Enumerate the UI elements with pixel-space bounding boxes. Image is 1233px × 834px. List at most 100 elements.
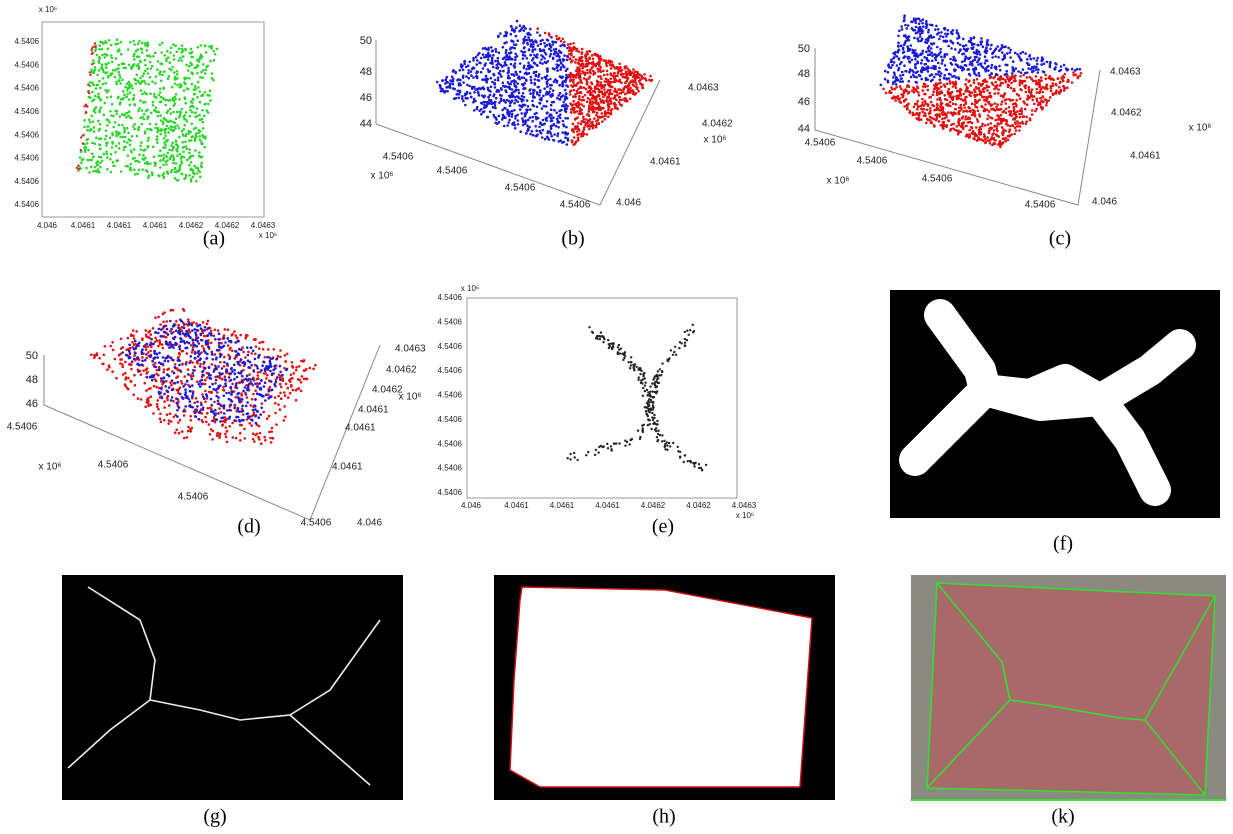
point <box>133 148 136 151</box>
point <box>541 77 544 80</box>
point <box>1033 65 1036 68</box>
point <box>900 25 903 28</box>
point <box>265 377 268 380</box>
point <box>238 381 241 384</box>
point <box>597 87 600 90</box>
point <box>112 126 115 129</box>
point <box>497 60 500 63</box>
point <box>204 383 207 386</box>
point <box>990 67 993 70</box>
point <box>578 73 581 76</box>
point <box>990 138 993 141</box>
point <box>968 107 971 110</box>
point <box>996 84 999 87</box>
point <box>206 397 209 400</box>
point <box>609 60 612 63</box>
point <box>1032 70 1035 73</box>
point <box>128 98 131 101</box>
point <box>514 124 517 127</box>
point <box>954 69 957 72</box>
point <box>178 352 181 355</box>
point <box>591 97 594 100</box>
point <box>509 83 512 86</box>
point <box>480 113 483 116</box>
point <box>174 82 177 85</box>
point <box>481 78 484 81</box>
point <box>984 62 987 65</box>
point <box>141 48 144 51</box>
point <box>487 68 490 71</box>
point <box>986 89 989 92</box>
point <box>162 154 165 157</box>
point <box>915 26 918 29</box>
point <box>578 103 581 106</box>
point <box>94 142 97 145</box>
point <box>556 135 559 138</box>
point <box>160 119 163 122</box>
point <box>93 70 96 73</box>
point <box>152 104 155 107</box>
point <box>1015 129 1018 132</box>
point <box>585 53 588 56</box>
point <box>136 55 139 58</box>
point <box>164 104 167 107</box>
point <box>596 84 599 87</box>
point <box>904 40 907 43</box>
point <box>966 50 969 53</box>
point <box>962 110 965 113</box>
point <box>508 115 511 118</box>
point <box>94 42 96 44</box>
point <box>965 78 968 81</box>
point <box>476 77 479 80</box>
point <box>554 79 557 82</box>
point <box>523 29 526 32</box>
point <box>271 357 274 360</box>
point <box>162 321 165 324</box>
point <box>939 75 942 78</box>
point <box>158 73 161 76</box>
point <box>312 368 315 371</box>
point <box>1024 87 1027 90</box>
point <box>209 433 212 436</box>
point <box>454 72 457 75</box>
point <box>135 82 138 85</box>
point <box>250 364 253 367</box>
point <box>899 80 902 83</box>
point <box>300 390 303 393</box>
point <box>476 63 479 66</box>
point <box>127 165 130 168</box>
point <box>468 61 471 64</box>
point <box>480 108 483 111</box>
point <box>174 122 177 125</box>
point <box>135 330 138 333</box>
point <box>190 168 193 171</box>
point <box>120 41 123 44</box>
point <box>445 78 448 81</box>
point <box>618 101 621 104</box>
point <box>513 47 516 50</box>
point <box>207 320 210 323</box>
point <box>975 126 978 129</box>
point <box>142 101 145 104</box>
point <box>95 48 98 51</box>
point <box>473 67 476 70</box>
point <box>901 71 904 74</box>
point <box>562 120 565 123</box>
point <box>1041 108 1044 111</box>
point <box>191 111 194 114</box>
point <box>913 106 916 109</box>
point <box>105 63 108 66</box>
point <box>916 56 919 59</box>
point <box>546 112 549 115</box>
point <box>914 21 917 24</box>
point <box>199 76 202 79</box>
point <box>88 171 91 174</box>
point <box>154 341 157 344</box>
point <box>919 20 922 23</box>
point <box>190 344 193 347</box>
point <box>106 124 109 127</box>
point <box>531 120 534 123</box>
point <box>631 79 634 82</box>
point <box>1065 67 1068 70</box>
point <box>577 81 580 84</box>
